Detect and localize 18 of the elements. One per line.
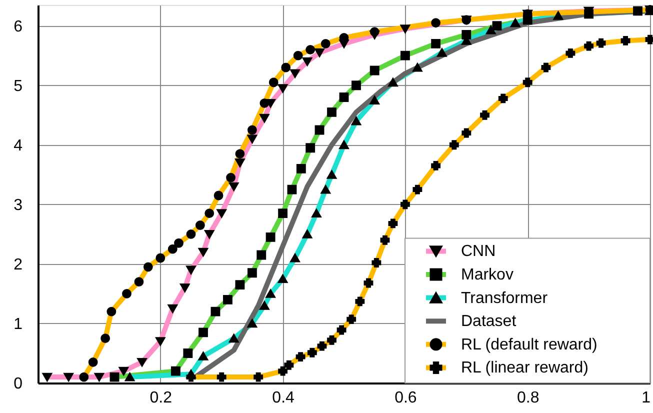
legend-label: Dataset: [461, 313, 517, 330]
y-tick-label: 3: [14, 196, 23, 214]
y-tick-label: 1: [14, 316, 23, 333]
legend-label: Transformer: [461, 290, 548, 307]
y-tick-label: 5: [14, 78, 23, 95]
x-tick-label: 0.6: [394, 390, 417, 406]
legend-label: CNN: [461, 243, 496, 260]
y-tick-label: 0: [14, 376, 23, 392]
x-tick-label: 1: [642, 390, 651, 406]
x-tick-label: 0.2: [150, 390, 172, 406]
legend-label: RL (linear reward): [461, 360, 588, 377]
y-tick-label: 4: [14, 137, 23, 154]
x-tick-label: 0.8: [516, 390, 540, 406]
y-tick-label: 2: [14, 256, 23, 274]
legend-label: RL (default reward): [461, 336, 598, 354]
x-tick-label: 0.4: [272, 390, 295, 406]
y-tick-label: 6: [14, 18, 23, 36]
legend-label: Markov: [461, 266, 514, 284]
